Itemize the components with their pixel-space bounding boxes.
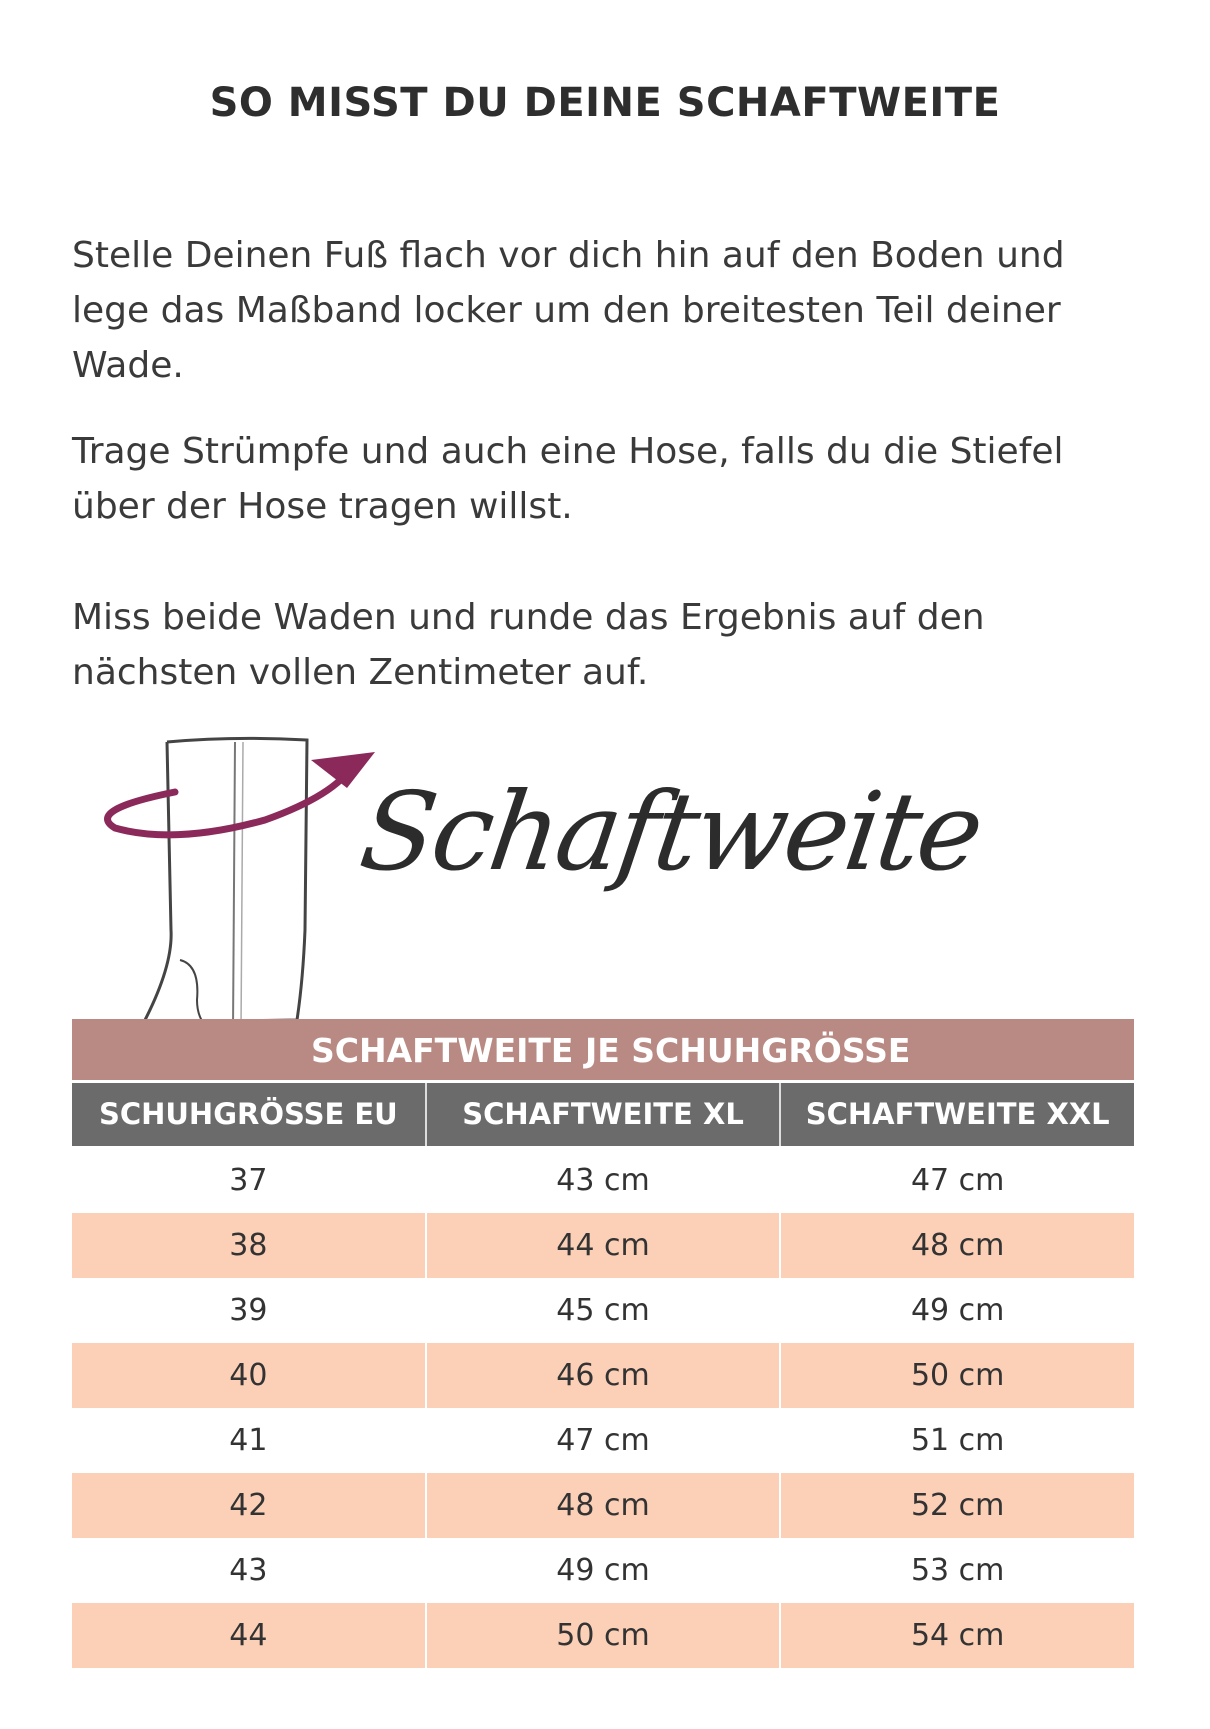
table-cell: 49 cm (779, 1278, 1134, 1343)
table-cell: 40 (72, 1343, 425, 1408)
table-cell: 42 (72, 1473, 425, 1538)
table-cell: 53 cm (779, 1538, 1134, 1603)
table-cell: 45 cm (424, 1278, 780, 1343)
page-title: SO MISST DU DEINE SCHAFTWEITE (209, 80, 1001, 126)
table-row: 38 44 cm 48 cm (72, 1213, 1135, 1278)
table-cell: 44 cm (424, 1213, 780, 1278)
table-cell: 43 (229, 1553, 268, 1588)
table-row: 42 48 cm 52 cm (72, 1473, 1135, 1538)
table-cell: 44 (72, 1603, 425, 1668)
size-table: SCHAFTWEITE JE SCHUHGRÖSSE SCHUHGRÖSSE E… (72, 1019, 1135, 1668)
table-row: 37 43 cm 47 cm (72, 1148, 1134, 1213)
table-caption: SCHAFTWEITE JE SCHUHGRÖSSE (72, 1019, 1134, 1080)
table-cell: 54 cm (779, 1603, 1135, 1668)
instruction-paragraph: Trage Strümpfe und auch eine Hose, falls… (72, 431, 1064, 527)
table-cell: 48 cm (779, 1213, 1135, 1278)
table-cell: 46 cm (424, 1343, 780, 1408)
table-cell: 48 cm (424, 1473, 780, 1538)
instruction-paragraph: Stelle Deinen Fuß flach vor dich hin auf… (72, 235, 1065, 386)
table-cell: 37 (229, 1163, 268, 1198)
table-cell: 52 cm (779, 1473, 1135, 1538)
table-cell: 43 cm (424, 1148, 780, 1213)
column-header: SCHAFTWEITE XXL (779, 1083, 1135, 1146)
table-row: 40 46 cm 50 cm (72, 1343, 1135, 1408)
table-cell: 49 cm (424, 1538, 780, 1603)
table-header-row: SCHUHGRÖSSE EU SCHAFTWEITE XL SCHAFTWEIT… (72, 1083, 1135, 1146)
table-cell: 41 (229, 1423, 268, 1458)
table-cell: 38 (72, 1213, 425, 1278)
column-header: SCHUHGRÖSSE EU (72, 1083, 425, 1146)
table-cell: 51 cm (779, 1408, 1134, 1473)
table-cell: 39 (229, 1293, 268, 1328)
schaftweite-lettering: Schaftweite (353, 770, 988, 895)
table-cell: 47 cm (424, 1408, 780, 1473)
column-header: SCHAFTWEITE XL (424, 1083, 780, 1146)
table-row: 44 50 cm 54 cm (72, 1603, 1135, 1668)
table-row: 39 45 cm 49 cm (72, 1278, 1134, 1343)
table-row: 41 47 cm 51 cm (72, 1408, 1134, 1473)
table-cell: 50 cm (424, 1603, 780, 1668)
table-row: 43 49 cm 53 cm (72, 1538, 1134, 1603)
table-cell: 50 cm (779, 1343, 1135, 1408)
instruction-paragraph: Miss beide Waden und runde das Ergebnis … (72, 597, 985, 693)
table-cell: 47 cm (779, 1148, 1134, 1213)
